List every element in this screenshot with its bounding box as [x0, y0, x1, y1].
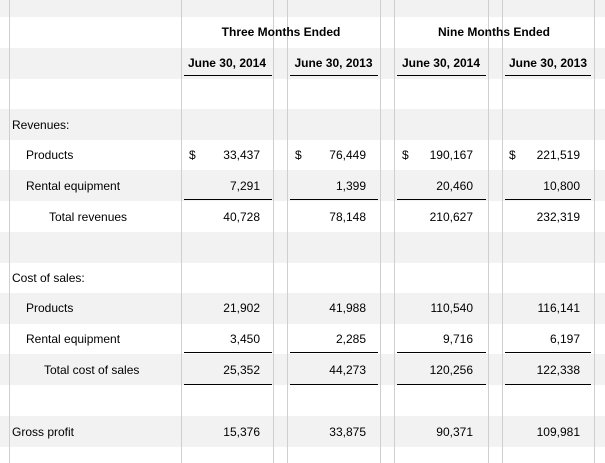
grid-line — [488, 0, 489, 463]
table-cell: 210,627 — [429, 210, 473, 224]
table-cell: 40,728 — [223, 210, 260, 224]
band — [0, 170, 605, 201]
table-cell: 76,449 — [329, 148, 366, 162]
table-cell: 78,148 — [329, 210, 366, 224]
section-label-cost-of-sales: Cost of sales: — [12, 271, 85, 285]
column-header: June 30, 2014 — [401, 56, 481, 70]
table-cell: 15,376 — [223, 425, 260, 439]
currency-symbol: $ — [295, 148, 302, 162]
header-three-months: Three Months Ended — [221, 25, 341, 39]
subtotal-underline — [397, 352, 486, 353]
grid-line — [380, 0, 381, 463]
row-label-rental-equipment: Rental equipment — [26, 332, 121, 346]
table-cell: 122,338 — [536, 363, 580, 377]
subtotal-underline — [397, 199, 486, 200]
table-cell: 9,716 — [442, 332, 473, 346]
grid-line — [594, 0, 595, 463]
header-underline — [184, 75, 272, 76]
table-cell: 232,319 — [536, 210, 580, 224]
column-header: June 30, 2014 — [187, 56, 267, 70]
table-cell: 21,902 — [223, 301, 260, 315]
table-cell: 90,371 — [436, 425, 473, 439]
subtotal-underline — [184, 384, 272, 385]
table-cell: 6,197 — [549, 332, 580, 346]
currency-symbol: $ — [509, 148, 516, 162]
band — [0, 416, 605, 447]
grid-line — [9, 0, 10, 463]
table-cell: 33,437 — [223, 148, 260, 162]
subtotal-underline — [184, 352, 272, 353]
currency-symbol: $ — [402, 148, 409, 162]
table-cell: 20,460 — [436, 179, 473, 193]
table-cell: 190,167 — [429, 148, 473, 162]
header-nine-months: Nine Months Ended — [438, 25, 550, 39]
header-underline — [397, 75, 486, 76]
subtotal-underline — [290, 199, 378, 200]
table-cell: 25,352 — [223, 363, 260, 377]
subtotal-underline — [505, 352, 591, 353]
row-label-gross-profit: Gross profit — [12, 425, 75, 439]
table-cell: 120,256 — [429, 363, 473, 377]
row-label-products: Products — [26, 301, 74, 315]
subtotal-underline — [290, 384, 378, 385]
subtotal-underline — [290, 352, 378, 353]
band — [0, 48, 605, 79]
grid-line — [273, 0, 274, 463]
table-cell: 1,399 — [335, 179, 366, 193]
grid-line — [181, 0, 182, 463]
band — [0, 293, 605, 324]
band — [0, 109, 605, 140]
subtotal-underline — [505, 384, 591, 385]
table-cell: 109,981 — [536, 425, 580, 439]
subtotal-underline — [505, 199, 591, 200]
row-label-products: Products — [26, 148, 74, 162]
table-cell: 10,800 — [543, 179, 580, 193]
table-cell: 44,273 — [329, 363, 366, 377]
grid-line — [502, 0, 503, 463]
table-cell: 2,285 — [335, 332, 366, 346]
table-cell: 3,450 — [229, 332, 260, 346]
grid-line — [287, 0, 288, 463]
header-underline — [505, 75, 591, 76]
column-header: June 30, 2013 — [508, 56, 588, 70]
column-header: June 30, 2013 — [294, 56, 373, 70]
grid-line — [394, 0, 395, 463]
table-cell: 116,141 — [537, 301, 581, 315]
band — [0, 232, 605, 263]
band — [0, 354, 605, 385]
table-cell: 7,291 — [229, 179, 260, 193]
header-underline — [290, 75, 378, 76]
row-label-rental-equipment: Rental equipment — [26, 179, 121, 193]
currency-symbol: $ — [189, 148, 196, 162]
section-label-revenues: Revenues: — [12, 118, 70, 132]
table-cell: 221,519 — [536, 148, 580, 162]
table-cell: 33,875 — [329, 425, 366, 439]
row-label-total-cost-of-sales: Total cost of sales — [44, 363, 140, 377]
table-cell: 110,540 — [430, 301, 474, 315]
band — [0, 0, 605, 17]
table-cell: 41,988 — [329, 301, 366, 315]
row-label-total-revenues: Total revenues — [49, 210, 128, 224]
subtotal-underline — [184, 199, 272, 200]
subtotal-underline — [397, 384, 486, 385]
